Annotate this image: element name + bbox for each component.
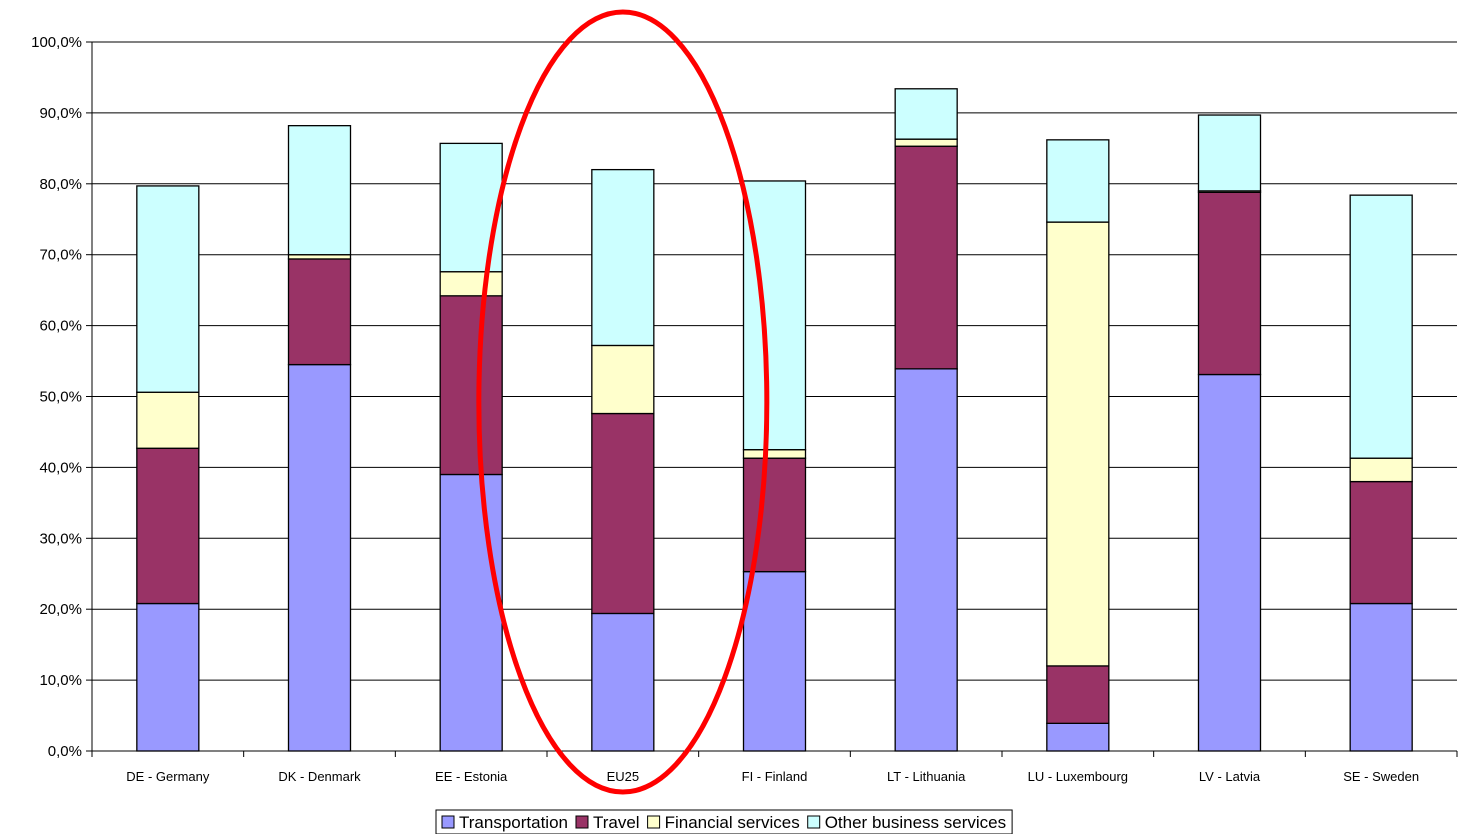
bars [136, 88, 1413, 752]
x-category-label: DE - Germany [126, 769, 210, 784]
legend-swatch [647, 815, 661, 829]
legend-swatch [575, 815, 589, 829]
legend-box [435, 809, 1013, 834]
x-category-label: EE - Estonia [435, 769, 508, 784]
bar-segment-transportation [1349, 602, 1413, 752]
bar-segment-financial-services [742, 449, 807, 459]
bar-segment-financial-services [1349, 457, 1413, 483]
y-tick-label: 0,0% [48, 743, 82, 760]
bar-segment-transportation [136, 602, 200, 752]
legend-swatch [807, 815, 821, 829]
bar-segment-travel [1046, 665, 1110, 724]
y-tick-label: 80,0% [39, 176, 82, 193]
y-tick-label: 40,0% [39, 459, 82, 476]
x-category-label: LV - Latvia [1199, 769, 1261, 784]
x-category-label: SE - Sweden [1343, 769, 1419, 784]
x-category-label: FI - Finland [742, 769, 808, 784]
bar-segment-other-business-services [439, 142, 503, 273]
bar-segment-transportation [439, 473, 503, 752]
x-axis-category-labels: DE - Germany DK - Denmark EE - Estonia EU25… [126, 769, 1419, 784]
bar-segment-transportation [1046, 722, 1110, 752]
y-tick-label: 30,0% [39, 530, 82, 547]
bar-segment-financial-services [136, 391, 200, 449]
legend: Transportation Travel Financial services Ot… [435, 809, 1013, 834]
y-tick-label: 10,0% [39, 672, 82, 689]
legend-swatch [441, 815, 455, 829]
bar-segment-travel [1197, 191, 1262, 376]
bar-segment-other-business-services [136, 185, 200, 393]
y-tick-label: 60,0% [39, 318, 82, 335]
bar-segment-other-business-services [894, 88, 958, 140]
bar-segment-travel [1349, 480, 1413, 605]
legend-label: Transportation [459, 813, 568, 832]
bar-segment-financial-services [591, 344, 655, 415]
bar-segment-travel [439, 295, 503, 476]
bar-segment-financial-services [894, 138, 958, 147]
x-category-label: LT - Lithuania [887, 769, 966, 784]
bar-segment-travel [287, 258, 352, 366]
legend-label: Travel [593, 813, 640, 832]
bar-segment-transportation [742, 570, 807, 752]
y-tick-label: 70,0% [39, 247, 82, 264]
y-axis-tick-labels: 0,0% 10,0% 20,0% 30,0% 40,0% 50,0% 60,0% 70,0% 8… [31, 34, 82, 760]
axes [86, 41, 1458, 757]
bar-segment-other-business-services [287, 125, 352, 256]
y-tick-label: 50,0% [39, 389, 82, 406]
bar-segment-other-business-services [1349, 194, 1413, 459]
highlight-ellipse [476, 9, 770, 795]
x-category-label: LU - Luxembourg [1028, 769, 1128, 784]
bar-segment-travel [591, 412, 655, 615]
bar-segment-travel [742, 457, 807, 573]
bar-segment-other-business-services [591, 168, 655, 347]
bar-segment-travel [894, 145, 958, 370]
bar-segment-other-business-services [1046, 139, 1110, 223]
legend-label: Other business services [825, 813, 1006, 832]
bar-segment-financial-services [439, 271, 503, 297]
y-tick-label: 90,0% [39, 105, 82, 122]
bar-segment-transportation [591, 612, 655, 752]
y-tick-label: 100,0% [31, 34, 82, 51]
x-category-label: EU25 [607, 769, 640, 784]
bar-segment-travel [136, 447, 200, 605]
legend-label: Financial services [665, 813, 800, 832]
highlight-annotation [476, 9, 770, 795]
bar-segment-transportation [287, 363, 352, 752]
x-category-label: DK - Denmark [278, 769, 361, 784]
bar-segment-transportation [1197, 373, 1262, 752]
bar-segment-transportation [894, 368, 958, 752]
y-tick-label: 20,0% [39, 601, 82, 618]
bar-segment-financial-services [1046, 221, 1110, 667]
bar-segment-other-business-services [1197, 114, 1262, 192]
